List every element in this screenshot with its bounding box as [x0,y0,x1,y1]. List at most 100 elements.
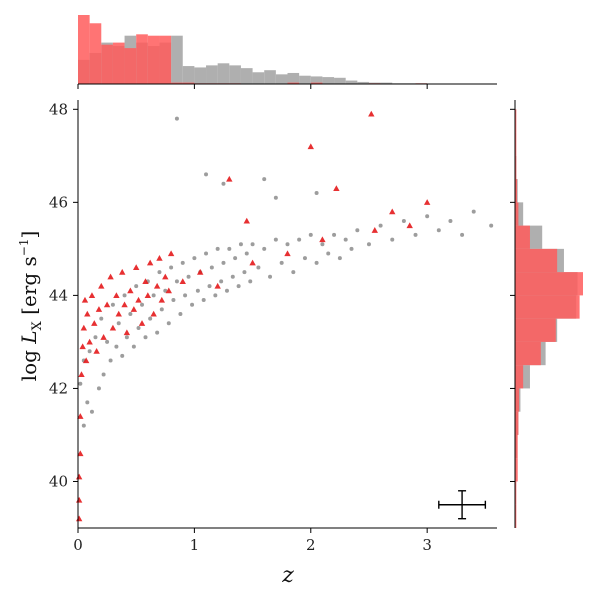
highlight-point [127,287,134,294]
background-point [105,339,110,344]
background-point [314,191,319,196]
highlight-point [75,515,83,522]
background-point [128,312,133,316]
highlight-point [146,259,154,266]
background-point [273,195,278,200]
typical-error-bar [438,490,487,520]
highlight-point [307,143,314,150]
background-point [413,232,418,237]
highlight-point [368,110,375,117]
background-point [159,307,164,312]
x-tick-label: 0 [73,536,83,554]
x-axis-label: z [281,563,294,588]
top-hist-bar-background [322,77,335,84]
background-point [204,251,209,256]
background-point [262,177,267,182]
background-point [448,218,453,223]
top-histogram [77,15,497,89]
background-point [378,223,383,228]
background-point [163,288,168,293]
background-point [390,237,395,242]
top-hist-bar-highlight [78,15,90,84]
background-point [268,274,273,279]
highlight-point [243,217,250,224]
background-point [183,293,188,298]
top-hist-bar-background [206,65,218,84]
highlight-point [130,306,138,312]
right-hist-bar-highlight [515,434,518,459]
right-hist-bar-highlight [515,481,517,505]
background-point [81,423,86,428]
background-point [460,232,465,237]
highlight-point [142,278,149,284]
highlight-point [103,301,111,308]
axes: 0 1 2 3 40 42 44 46 48 [49,100,497,554]
background-point [238,242,243,247]
background-point [174,116,179,121]
background-point [101,372,106,377]
highlight-point [121,301,128,308]
background-point [425,214,430,219]
top-hist-bar-background [275,74,288,84]
top-hist-bar-background [264,70,276,84]
background-point [224,288,229,293]
highlight-point [81,296,89,303]
y-tick-label: 40 [49,472,68,490]
highlight-point [150,310,157,317]
highlight-point [113,292,120,298]
background-point [96,386,101,391]
background-point [166,321,171,326]
right-hist-bar-highlight [515,411,519,435]
background-point [326,251,331,256]
background-point [174,279,179,284]
top-hist-bar-background [334,77,346,84]
right-hist-bar-highlight [515,458,518,482]
right-hist-bar-highlight [515,179,518,203]
background-sample-points [78,116,494,428]
top-hist-bar-background [217,63,230,84]
background-point [471,209,476,214]
background-point [262,246,267,251]
background-point [178,312,183,316]
background-point [230,274,235,279]
highlight-point [95,306,103,312]
background-point [244,251,249,256]
background-point [134,284,139,289]
highlight-point [109,324,117,331]
highlight-point [389,208,396,215]
right-hist-bar-highlight [515,341,541,366]
right-hist-bar-highlight [515,248,558,273]
background-point [343,237,348,242]
highlight-point [423,199,431,205]
background-point [279,260,284,265]
background-point [250,242,255,247]
highlight-point [115,310,122,317]
background-point [349,246,354,251]
x-tick-label: 1 [190,536,200,554]
highlight-point [138,320,146,326]
background-point [285,242,290,247]
background-point [314,260,319,265]
highlight-point [158,296,165,303]
background-point [195,288,200,293]
highlight-point [88,292,96,298]
highlight-point [135,296,142,303]
background-point [302,256,307,261]
background-point [169,265,174,270]
background-point [308,232,313,237]
y-tick-label: 42 [49,379,68,397]
highlight-point [119,268,126,275]
background-point [209,265,214,270]
x-tick-label: 3 [422,536,432,554]
background-point [151,293,156,298]
highlight-point [86,338,93,345]
background-point [124,335,129,340]
background-point [140,302,145,307]
background-point [207,284,212,289]
background-point [186,274,191,279]
highlight-point [406,222,413,229]
background-point [291,270,296,275]
background-point [78,381,83,386]
background-point [401,218,406,223]
